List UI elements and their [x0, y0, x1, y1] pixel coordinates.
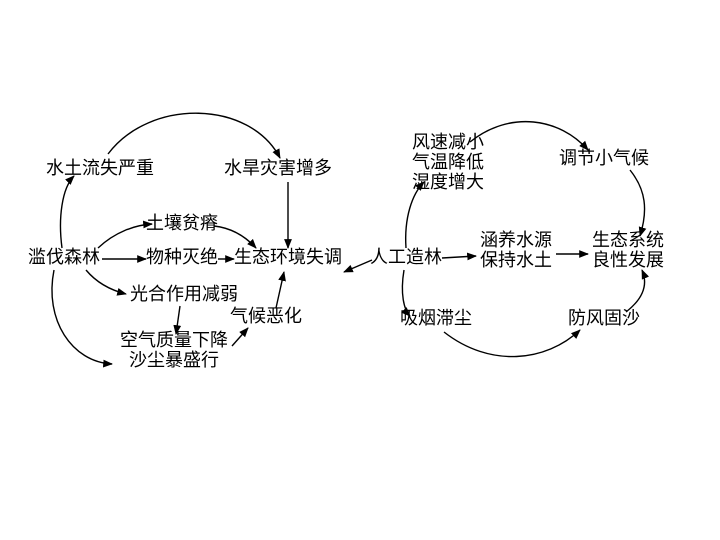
node-liangxing-line0: 生态系统	[592, 230, 664, 250]
node-hanyang-line1: 保持水土	[480, 250, 552, 270]
edge-lanfa-guanghe	[86, 270, 126, 294]
node-hanyang: 涵养水源保持水土	[480, 230, 552, 270]
node-hanyang-line0: 涵养水源	[480, 230, 552, 250]
node-fengsu: 风速减小气温降低湿度增大	[412, 132, 484, 192]
node-fangfeng: 防风固沙	[568, 308, 640, 328]
node-qihou: 气候恶化	[230, 306, 302, 326]
node-fangfeng-line0: 防风固沙	[568, 308, 640, 328]
edge-lanfa-turang	[98, 224, 152, 248]
node-zaolin: 人工造林	[370, 247, 442, 267]
node-kongqi: 空气质量下降沙尘暴盛行	[120, 330, 228, 370]
node-liangxing: 生态系统良性发展	[592, 230, 664, 270]
edge-lanfa-shuitu	[61, 176, 75, 248]
nodes: 滥伐森林 水土流失严重土壤贫瘠物种灭绝光合作用减弱空气质量下降沙尘暴盛行 水旱灾害增…	[28, 132, 664, 370]
node-tiaojie-line0: 调节小气候	[559, 148, 649, 168]
node-shuitu-line0: 水土流失严重	[46, 158, 154, 178]
node-qihou-line0: 气候恶化	[230, 306, 302, 326]
node-shuihan-line0: 水旱灾害增多	[224, 158, 332, 178]
edge-fengsu-tiaojie	[470, 122, 588, 150]
node-lanfa-line0: 滥伐森林	[28, 247, 100, 267]
node-shengtai: 生态环境失调	[234, 247, 342, 267]
node-wuzhong: 物种灭绝	[146, 247, 218, 267]
node-turang: 土壤贫瘠	[146, 213, 218, 233]
node-kongqi-line1: 沙尘暴盛行	[129, 350, 219, 370]
edge-tiaojie-liangxing	[630, 170, 645, 236]
edge-turang-shengtai	[214, 226, 256, 248]
edge-zaolin-shengtai	[344, 260, 372, 272]
node-shuitu: 水土流失严重	[46, 158, 154, 178]
node-shengtai-line0: 生态环境失调	[234, 247, 342, 267]
edge-shuitu-shuihan	[108, 113, 280, 158]
node-xiyan-line0: 吸烟滞尘	[400, 308, 472, 328]
node-liangxing-line1: 良性发展	[592, 250, 664, 270]
edges	[52, 113, 645, 364]
edge-fangfeng-liangxing	[626, 270, 645, 312]
ecology-flowchart: 滥伐森林 水土流失严重土壤贫瘠物种灭绝光合作用减弱空气质量下降沙尘暴盛行 水旱灾害增…	[0, 0, 720, 540]
node-fengsu-line1: 气温降低	[412, 152, 484, 172]
edge-kongqi-qihou	[232, 328, 248, 346]
edge-qihou-shengtai	[276, 272, 284, 308]
node-guanghe: 光合作用减弱	[130, 284, 238, 304]
node-wuzhong-line0: 物种灭绝	[146, 247, 218, 267]
node-xiyan: 吸烟滞尘	[400, 308, 472, 328]
node-lanfa: 滥伐森林	[28, 247, 100, 267]
edge-xiyan-fangfeng	[444, 330, 580, 357]
node-fengsu-line0: 风速减小	[412, 132, 484, 152]
edge-zaolin-hanyang	[442, 256, 476, 258]
node-tiaojie: 调节小气候	[559, 148, 649, 168]
node-zaolin-line0: 人工造林	[370, 247, 442, 267]
node-kongqi-line0: 空气质量下降	[120, 330, 228, 350]
node-turang-line0: 土壤贫瘠	[146, 213, 218, 233]
node-fengsu-line2: 湿度增大	[412, 172, 484, 192]
node-guanghe-line0: 光合作用减弱	[130, 284, 238, 304]
node-shuihan: 水旱灾害增多	[224, 158, 332, 178]
